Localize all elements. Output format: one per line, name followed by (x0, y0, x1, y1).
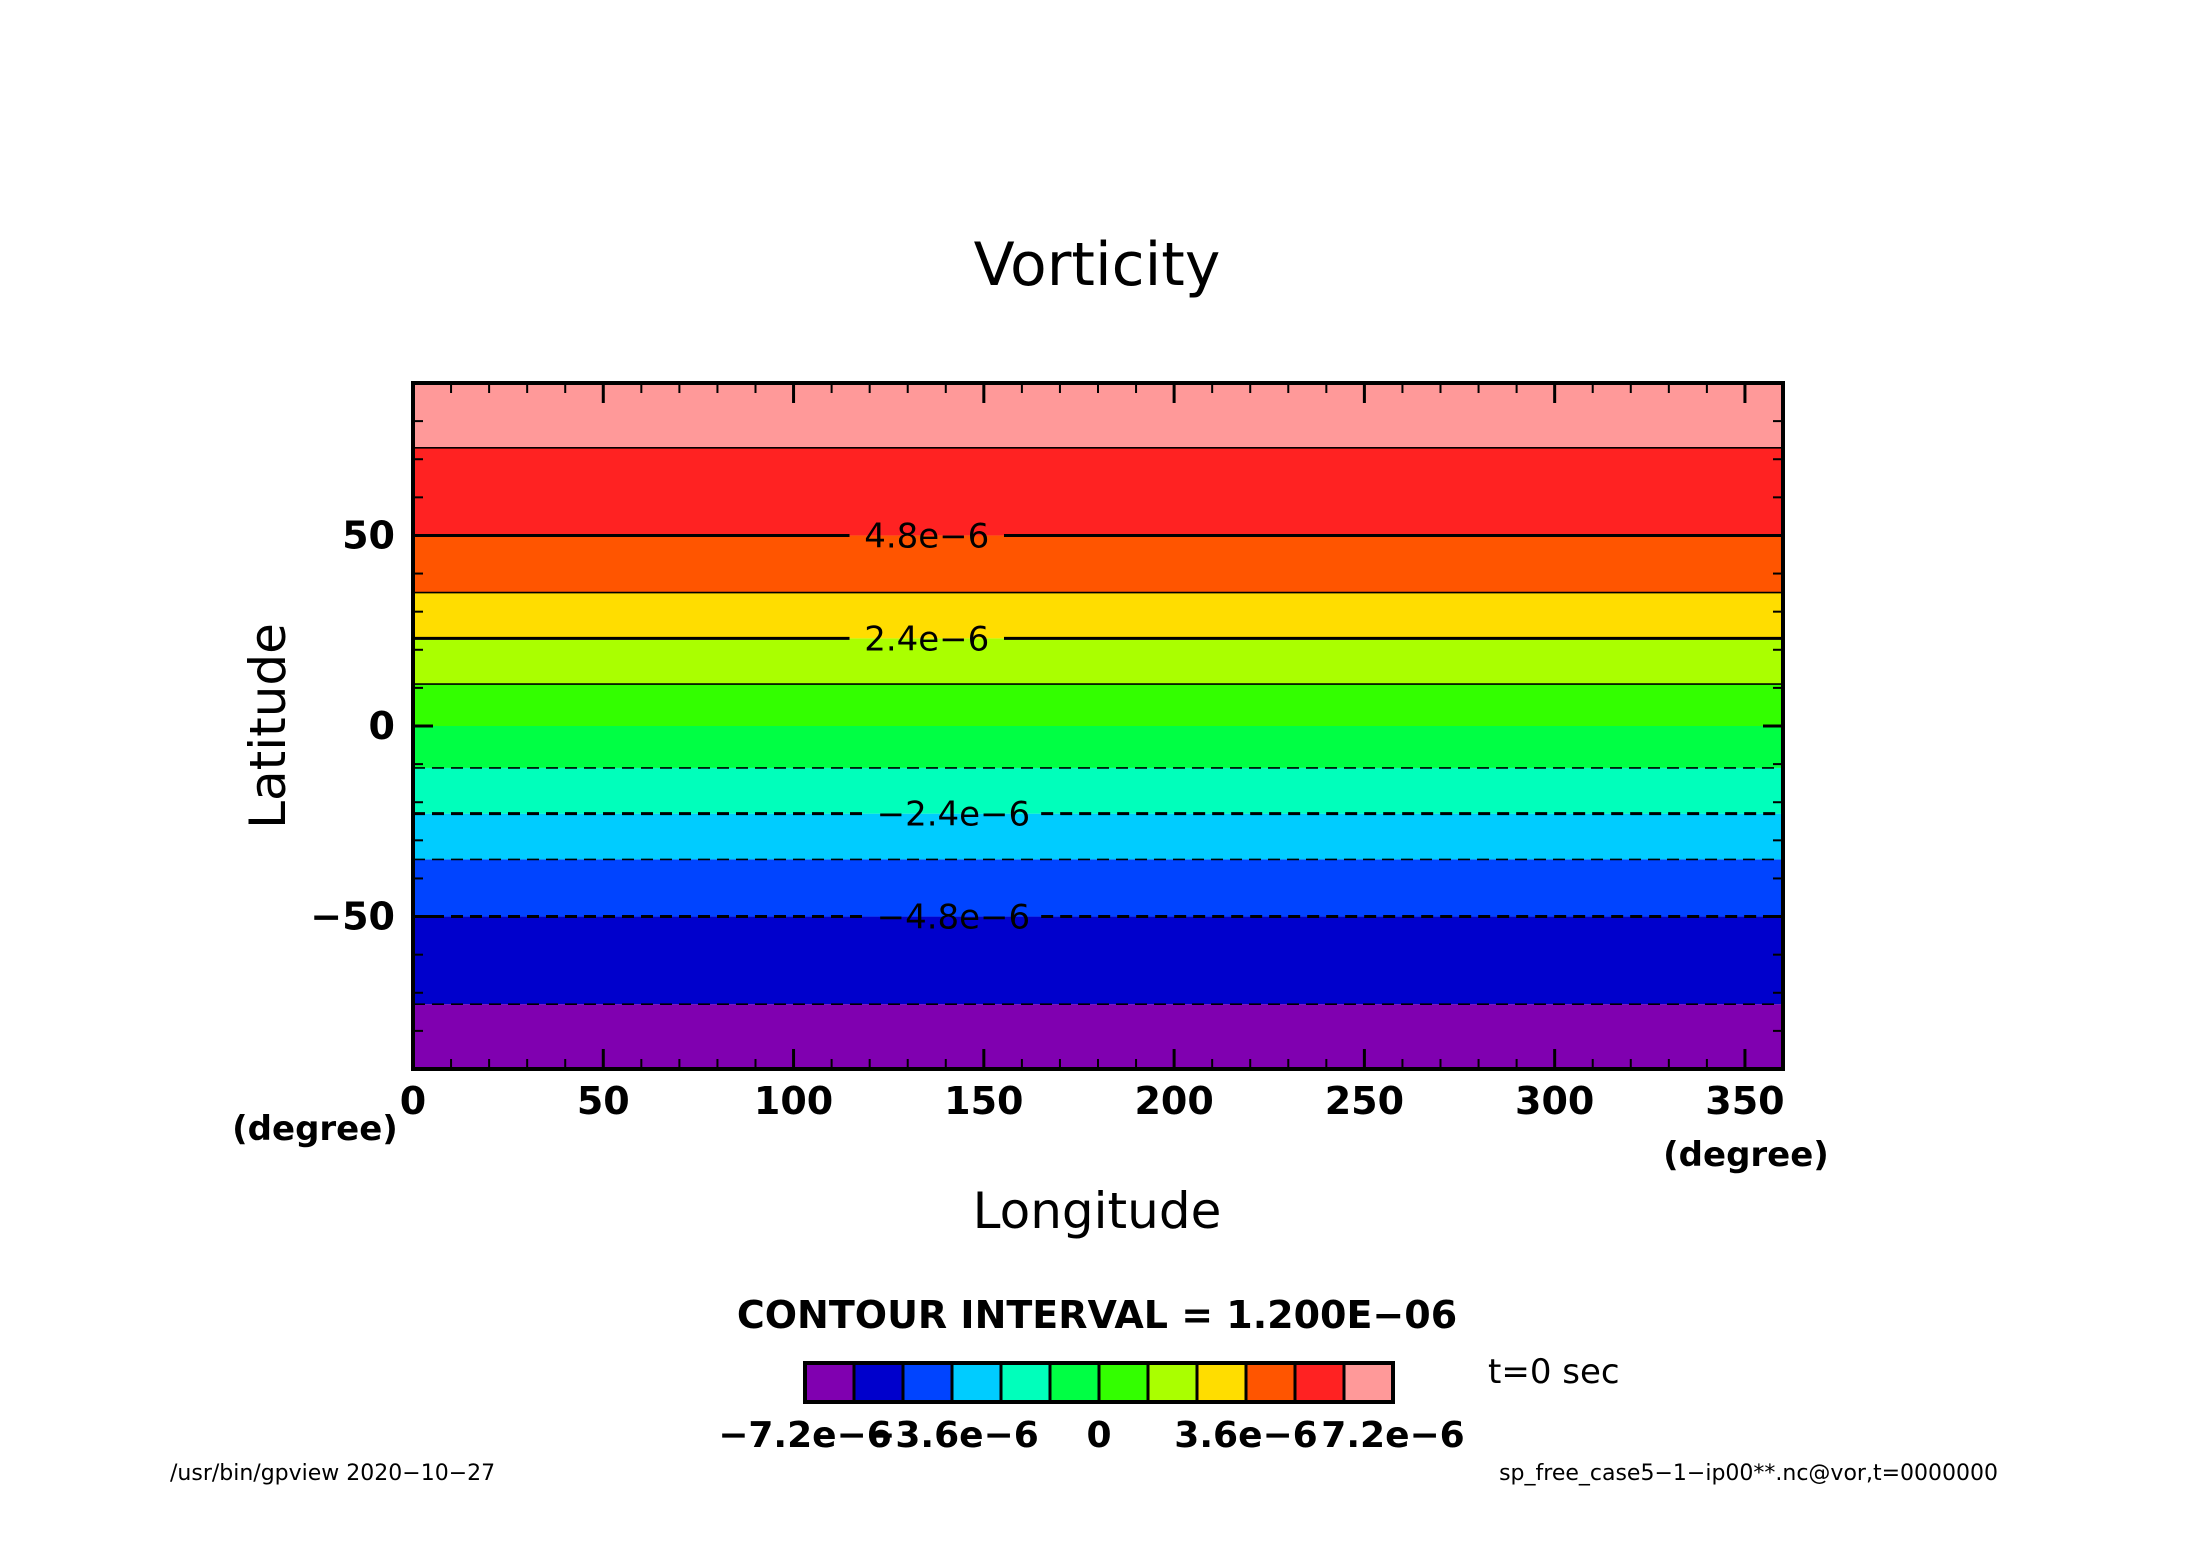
colorbar-tick-label: −7.2e−6 (718, 1415, 892, 1456)
colorbar-swatch (1244, 1361, 1297, 1404)
colorbar-swatch (852, 1361, 905, 1404)
colorbar-swatch (1048, 1361, 1101, 1404)
footer-right: sp_free_case5−1−ip00**.nc@vor,t=0000000 (1499, 1461, 1998, 1486)
colorbar-tick-label: 7.2e−6 (1321, 1415, 1464, 1456)
contour-label: 4.8e−6 (864, 516, 989, 556)
x-tick-label: 100 (754, 1079, 833, 1123)
x-tick-label: 350 (1705, 1079, 1784, 1123)
colorbar-swatch (901, 1361, 954, 1404)
colorbar-tick-label: 3.6e−6 (1174, 1415, 1317, 1456)
colorbar-swatch (999, 1361, 1052, 1404)
x-tick-label: 200 (1134, 1079, 1213, 1123)
colorbar-frame (803, 1361, 1395, 1404)
contour-lines: −4.8e−6 −2.4e−6 2.4e−6 4.8e−6 (413, 446, 1783, 1006)
colorbar-swatch (1097, 1361, 1150, 1404)
contour-label: −4.8e−6 (877, 898, 1031, 938)
band (413, 447, 1783, 536)
y-tick-label: −50 (310, 895, 395, 939)
x-tick-label: 300 (1515, 1079, 1594, 1123)
y-tick-label: 50 (342, 513, 395, 557)
chart-title: Vorticity (974, 230, 1221, 300)
colorbar: −7.2e−6−3.6e−6 0 3.6e−6 7.2e−6 (718, 1361, 1465, 1456)
x-tick-label: 0 (400, 1079, 426, 1123)
band (413, 638, 1783, 685)
colorbar-swatch (1293, 1361, 1346, 1404)
colorbar-swatch (803, 1361, 856, 1404)
y-axis-label: Latitude (239, 623, 297, 829)
contour-label: 2.4e−6 (864, 619, 989, 659)
x-axis-label: Longitude (973, 1182, 1222, 1240)
contour-interval-text: CONTOUR INTERVAL = 1.200E−06 (737, 1293, 1457, 1337)
band (413, 535, 1783, 593)
filled-contour-bands (413, 383, 1783, 1069)
colorbar-tick-label: 0 (1086, 1415, 1111, 1456)
band (413, 916, 1783, 1005)
band (413, 684, 1783, 726)
x-axis-unit-left: (degree) (232, 1109, 398, 1149)
plot-frame (411, 381, 1785, 1071)
colorbar-swatch (1195, 1361, 1248, 1404)
x-tick-label: 250 (1325, 1079, 1404, 1123)
time-text: t=0 sec (1488, 1352, 1620, 1392)
band (413, 859, 1783, 917)
y-tick-label: 0 (369, 704, 395, 748)
band (413, 813, 1783, 860)
contour-label: −2.4e−6 (877, 795, 1031, 835)
colorbar-swatch (1146, 1361, 1199, 1404)
colorbar-tick-label: −3.6e−6 (865, 1415, 1039, 1456)
band (413, 767, 1783, 814)
x-axis-unit-right: (degree) (1663, 1135, 1829, 1175)
x-tick-label: 150 (944, 1079, 1023, 1123)
footer-left: /usr/bin/gpview 2020−10−27 (170, 1461, 495, 1486)
band (413, 726, 1783, 768)
band (413, 592, 1783, 639)
axis-ticks: 0 50 100 150 200 250 300 350 −50 0 50 (310, 382, 1785, 1123)
x-tick-label: 50 (577, 1079, 630, 1123)
colorbar-swatch (950, 1361, 1003, 1404)
colorbar-swatch (1342, 1361, 1395, 1404)
